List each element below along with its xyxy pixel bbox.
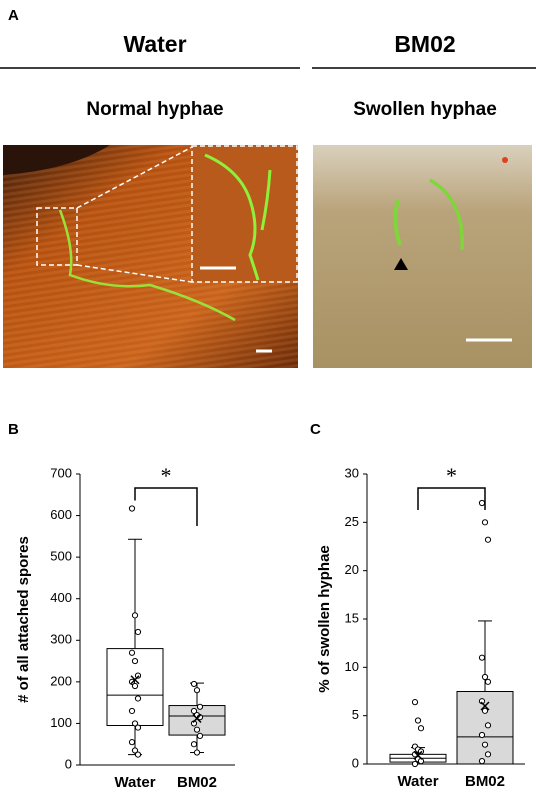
y-tick-label: 200 [50,673,72,688]
y-tick-label: 100 [50,715,72,730]
data-point [484,536,492,543]
panel-label: B [8,421,19,438]
x-tick-label: BM02 [177,774,217,791]
data-point [484,678,492,685]
data-point [131,657,139,665]
data-point [484,751,492,758]
data-point [411,699,419,706]
data-point [134,724,142,731]
data-point [196,732,204,740]
data-point [134,751,142,758]
column-subtitle: Normal hyphae [86,99,223,120]
y-tick-label: 5 [352,707,359,722]
data-point [478,654,486,661]
data-point [411,760,419,768]
significance-marker: * [161,463,172,488]
mean-marker [130,675,140,685]
significance-marker: * [446,463,457,488]
data-point [478,758,486,765]
data-point [128,649,136,656]
y-axis-label: # of all attached spores [15,536,32,703]
data-point [131,682,139,690]
y-tick-label: 500 [50,549,72,564]
column-title: Water [123,31,186,57]
data-point [193,726,201,733]
panel-label: C [310,421,321,438]
data-point [131,747,139,754]
data-point [128,707,136,715]
micrograph-bm02 [313,145,532,368]
data-point [134,672,142,679]
micrograph-water [3,145,298,368]
y-tick-label: 300 [50,632,72,647]
data-point [481,707,489,714]
data-point [478,499,486,507]
data-point [134,695,142,702]
y-tick-label: 15 [345,610,359,625]
mean-marker [192,713,202,723]
x-tick-label: Water [114,774,155,791]
data-point [190,741,198,748]
data-point [131,720,139,727]
y-axis-label: % of swollen hyphae [316,545,333,693]
panel-label: A [8,7,19,24]
y-tick-label: 10 [345,659,359,674]
significance-bracket [417,487,486,510]
y-tick-label: 0 [65,756,72,771]
data-point [134,628,142,636]
y-tick-label: 30 [345,465,359,480]
data-point [481,741,489,748]
data-point [190,680,198,688]
data-point [131,612,139,619]
y-tick-label: 25 [345,514,359,529]
data-point [481,519,489,526]
y-tick-label: 0 [352,755,359,770]
significance-bracket [134,487,198,526]
data-point [484,722,492,729]
box [456,691,514,765]
y-tick-label: 600 [50,507,72,522]
data-point [190,707,198,715]
y-tick-label: 400 [50,590,72,605]
data-point [128,505,136,512]
x-tick-label: BM02 [465,773,505,790]
column-subtitle: Swollen hyphae [353,99,497,120]
data-point [481,673,489,681]
data-point [478,731,486,739]
x-tick-label: Water [397,773,438,790]
mean-marker [413,750,423,760]
data-point [128,739,136,746]
data-point [193,687,201,694]
y-tick-label: 20 [345,562,359,577]
data-point [196,703,204,710]
data-point [417,725,425,732]
mean-marker [480,701,490,711]
data-point [193,749,201,756]
column-title: BM02 [394,31,455,57]
y-tick-label: 700 [50,465,72,480]
data-point [414,717,422,724]
